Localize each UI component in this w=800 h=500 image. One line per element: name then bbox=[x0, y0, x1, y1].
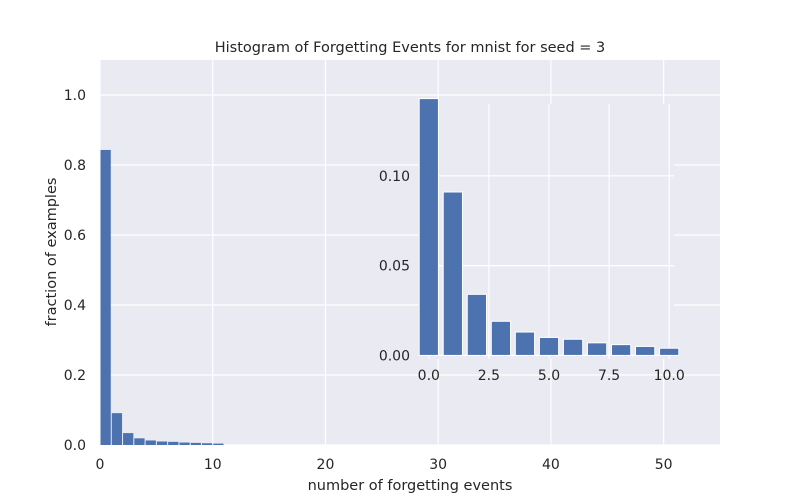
inset-y-tick-label: 0.00 bbox=[379, 348, 410, 364]
main-bar bbox=[111, 413, 123, 445]
main-bar bbox=[145, 440, 156, 445]
main-bar bbox=[168, 441, 179, 445]
main-y-tick-label: 1.0 bbox=[64, 88, 86, 104]
main-x-tick-label: 40 bbox=[542, 457, 560, 473]
main-x-tick-label: 20 bbox=[317, 457, 335, 473]
main-x-tick-label: 0 bbox=[96, 457, 105, 473]
inset-x-tick-label: 7.5 bbox=[598, 368, 620, 384]
main-bar bbox=[213, 443, 224, 445]
inset-bar bbox=[514, 331, 536, 356]
inset-bar bbox=[466, 293, 487, 356]
main-bar bbox=[190, 442, 201, 445]
main-bar bbox=[179, 442, 190, 445]
inset-bar bbox=[659, 347, 680, 356]
main-y-tick-label: 0.4 bbox=[64, 298, 86, 314]
main-y-tick-label: 0.6 bbox=[64, 228, 86, 244]
main-bars bbox=[100, 149, 224, 445]
main-bar bbox=[156, 441, 168, 445]
inset-y-tick-label: 0.05 bbox=[379, 259, 410, 275]
inset-bar bbox=[562, 338, 584, 356]
main-x-tick-label: 30 bbox=[429, 457, 447, 473]
chart-title: Histogram of Forgetting Events for mnist… bbox=[215, 40, 606, 56]
main-x-tick-label: 50 bbox=[655, 457, 673, 473]
inset-bar bbox=[586, 342, 608, 356]
main-y-tick-label: 0.8 bbox=[64, 158, 86, 174]
x-axis-label: number of forgetting events bbox=[308, 478, 513, 494]
inset-x-tick-label: 2.5 bbox=[478, 368, 500, 384]
main-bar bbox=[134, 438, 145, 445]
inset-bar bbox=[442, 191, 463, 356]
main-x-tick-label: 10 bbox=[204, 457, 222, 473]
main-bar bbox=[201, 443, 213, 445]
inset-bar bbox=[418, 98, 439, 356]
inset-axes: 0.0 2.5 5.0 7.5 10.0 0.00 0.05 0.10 bbox=[379, 98, 685, 384]
main-bar bbox=[100, 149, 111, 445]
main-tick-labels: 0 10 20 30 40 50 0.0 0.2 0.4 0.6 0.8 1.0 bbox=[64, 88, 673, 473]
inset-bars bbox=[418, 98, 680, 356]
inset-bar bbox=[538, 336, 560, 356]
y-axis-label: fraction of examples bbox=[44, 178, 60, 327]
inset-x-tick-label: 10.0 bbox=[654, 368, 685, 384]
main-y-tick-label: 0.0 bbox=[64, 438, 86, 454]
inset-y-tick-label: 0.10 bbox=[379, 169, 410, 185]
inset-x-tick-label: 0.0 bbox=[418, 368, 440, 384]
inset-bar bbox=[611, 344, 632, 356]
inset-bar bbox=[635, 345, 656, 356]
inset-x-tick-label: 5.0 bbox=[538, 368, 560, 384]
inset-tick-labels: 0.0 2.5 5.0 7.5 10.0 0.00 0.05 0.10 bbox=[379, 169, 685, 384]
inset-bar bbox=[490, 320, 512, 356]
main-bar bbox=[123, 433, 134, 445]
main-y-tick-label: 0.2 bbox=[64, 368, 86, 384]
